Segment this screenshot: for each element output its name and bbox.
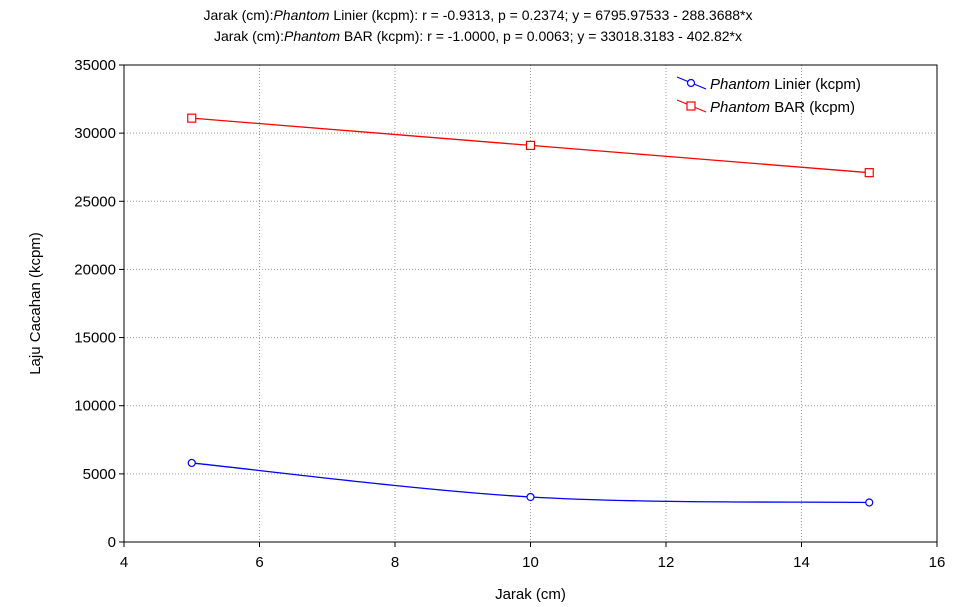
y-tick-label: 0 (108, 534, 116, 551)
series-1 (187, 458, 874, 507)
x-tick-label: 12 (658, 554, 675, 571)
x-tick-label: 16 (929, 554, 946, 571)
title-italic: Phantom (273, 7, 329, 23)
legend-item: Phantom Linier (kcpm) (676, 76, 861, 93)
title-italic: Phantom (284, 28, 340, 44)
data-point (187, 113, 197, 123)
x-tick-label: 8 (391, 554, 399, 571)
title-prefix: Jarak (cm): (203, 7, 273, 23)
legend-label: Phantom Linier (kcpm) (710, 76, 861, 93)
title-rest: Linier (kcpm): r = -0.9313, p = 0.2374; … (330, 7, 753, 23)
y-tick-label: 10000 (74, 398, 116, 415)
data-point (864, 168, 874, 178)
series (187, 113, 874, 507)
x-axis-ticks: 4 6 8 10 12 14 16 (120, 542, 946, 571)
x-tick-label: 14 (793, 554, 810, 571)
data-point (526, 492, 535, 502)
legend-swatch-marker (686, 78, 696, 88)
x-axis-label: Jarak (cm) (495, 586, 566, 603)
grid (124, 65, 937, 542)
y-axis-label: Laju Cacahan (kcpm) (27, 232, 44, 375)
y-tick-label: 15000 (74, 330, 116, 347)
x-tick-label: 6 (255, 554, 263, 571)
y-tick-label: 35000 (74, 57, 116, 74)
x-tick-label: 4 (120, 554, 128, 571)
legend-item: Phantom BAR (kcpm) (676, 99, 855, 116)
data-point (525, 140, 536, 151)
data-point (187, 458, 196, 468)
title-line: Jarak (cm):Phantom Linier (kcpm): r = -0… (203, 7, 752, 23)
y-tick-label: 30000 (74, 125, 116, 142)
y-axis-ticks: 0 5000 10000 15000 20000 25000 30000 35000 (74, 57, 124, 551)
title-prefix: Jarak (cm): (214, 28, 284, 44)
y-tick-label: 20000 (74, 261, 116, 278)
data-point (865, 498, 874, 507)
legend: Phantom Linier (kcpm) Phantom BAR (kcpm) (676, 76, 861, 116)
legend-label: Phantom BAR (kcpm) (710, 99, 855, 116)
series-2 (187, 113, 874, 178)
title-rest: BAR (kcpm): r = -1.0000, p = 0.0063; y =… (340, 28, 742, 44)
y-tick-label: 25000 (74, 193, 116, 210)
y-tick-label: 5000 (83, 466, 116, 483)
chart-title: Jarak (cm):Phantom Linier (kcpm): r = -0… (203, 7, 752, 44)
title-line: Jarak (cm):Phantom BAR (kcpm): r = -1.00… (214, 28, 742, 44)
x-tick-label: 10 (522, 554, 539, 571)
legend-swatch-marker (686, 101, 696, 111)
